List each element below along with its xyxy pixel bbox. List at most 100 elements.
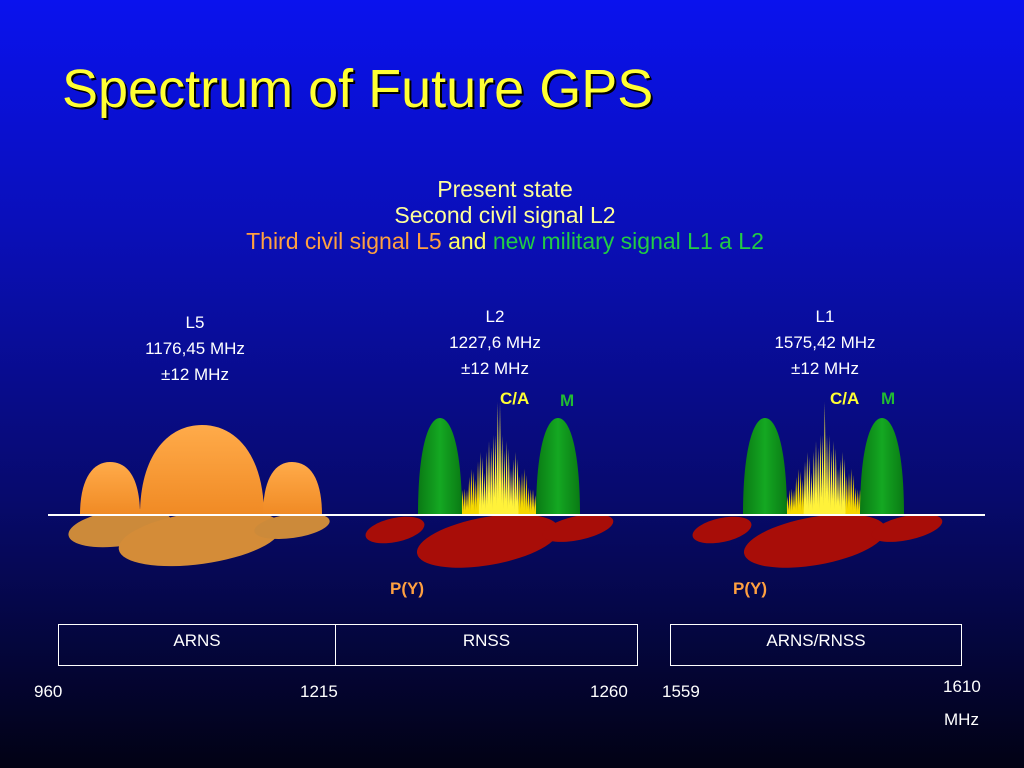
l1-m-label: M	[881, 389, 896, 408]
band-l5-label: L5 1176,45 MHz ±12 MHz	[110, 310, 280, 388]
l1-ca-spike-32	[852, 474, 855, 515]
band-l2-freq: 1227,6 MHz	[449, 333, 541, 352]
l2-ca-spike-10	[476, 461, 480, 515]
l1-py-right	[871, 514, 943, 542]
band-l1-name: L1	[815, 307, 835, 326]
l2-ca-spike-13	[483, 472, 486, 515]
l1-ca-spike-9	[801, 479, 805, 515]
l5-lobe-center	[140, 425, 264, 515]
l1-ca-spike-11	[805, 451, 809, 515]
l5-lobe-left	[80, 462, 140, 515]
l2-ca-spike-29	[518, 475, 522, 515]
l1-py-center	[743, 514, 887, 568]
l1-ca-spike-20	[825, 435, 829, 515]
l1-ca-spike-21	[827, 435, 831, 515]
band-l5-width: ±12 MHz	[161, 365, 229, 384]
l2-ca-spike-28	[516, 458, 519, 515]
l1-ca-spike-19	[823, 402, 827, 515]
page-title: Spectrum of Future GPS	[62, 59, 654, 119]
l2-ca-spike-8	[472, 471, 475, 515]
l2-ca-spike-36	[533, 495, 537, 515]
l2-ca-spike-25	[509, 468, 513, 515]
l2-ca-spike-12	[481, 456, 484, 515]
l2-m-lobes	[418, 418, 580, 515]
l1-ca-spike-8	[799, 471, 802, 515]
band-l5-freq: 1176,45 MHz	[145, 339, 245, 358]
l1-ca-spike-29	[845, 475, 849, 515]
l2-py-lobes	[365, 514, 614, 568]
freq-1215: 1215	[300, 682, 338, 701]
l2-ca-spike-23	[505, 440, 508, 515]
l1-ca-spike-30	[847, 472, 851, 515]
l2-ca-spike-5	[465, 489, 469, 515]
subtitle-second-civil: Second civil signal L2	[394, 202, 616, 228]
subtitle-l5-text: Third civil signal L5	[246, 228, 442, 254]
freq-1260: 1260	[590, 682, 628, 701]
l1-ca-spike-18	[821, 435, 824, 515]
l1-ca-spike-31	[849, 468, 853, 515]
band-l1-width: ±12 MHz	[791, 359, 859, 378]
l1-ca-spike-4	[790, 488, 794, 515]
l1-ca-spike-16	[816, 447, 820, 515]
l2-ca-spike-19	[496, 402, 500, 515]
subtitle-military-text: new military signal L1 a L2	[492, 228, 764, 254]
l2-ca-spike-21	[500, 435, 504, 515]
freq-1559: 1559	[662, 682, 700, 701]
l1-ca-spike-22	[830, 450, 833, 515]
band-l2-name: L2	[485, 307, 505, 326]
l2-ca-spike-14	[485, 451, 489, 515]
l2-m-label: M	[560, 391, 575, 410]
l2-m-left	[418, 418, 462, 515]
l2-py-center	[416, 514, 560, 568]
l2-ca-spike-11	[478, 451, 482, 515]
l5-lower-center	[118, 509, 282, 567]
allocation-arns-rnss: ARNS/RNSS	[670, 624, 962, 666]
l1-ca-spike-33	[854, 487, 857, 515]
l2-ca-label: C/A	[500, 389, 530, 408]
l5-lower-right	[254, 512, 330, 540]
l2-ca-spike-31	[522, 468, 526, 515]
l1-ca-spike-24	[834, 448, 838, 515]
l2-py-left	[365, 516, 425, 544]
l1-ca-spike-26	[838, 459, 842, 515]
band-l2-width: ±12 MHz	[461, 359, 529, 378]
l2-ca-spike-32	[525, 474, 528, 515]
l1-m-lobes	[743, 418, 904, 515]
l2-ca-spike-20	[498, 402, 502, 515]
l1-ca-spike-13	[810, 472, 813, 515]
l2-ca-spike-17	[492, 435, 495, 515]
freq-unit: MHz	[944, 710, 979, 729]
subtitle-present-state: Present state	[437, 176, 573, 202]
l2-ca-spike-30	[520, 472, 524, 515]
subtitle-and-text: and	[448, 228, 487, 254]
l2-ca-spike-4	[463, 488, 467, 515]
l1-ca-spike-25	[836, 468, 840, 515]
l1-py-label: P(Y)	[733, 579, 767, 598]
l1-m-right	[860, 418, 904, 515]
l2-ca-spike-24	[507, 448, 511, 515]
l1-ca-spike-27	[841, 451, 844, 515]
l2-ca-spike-6	[467, 476, 471, 515]
l2-ca-spike-18	[494, 435, 497, 515]
l2-ca-spike-35	[531, 489, 535, 515]
l2-ca-spike-22	[503, 450, 506, 515]
l2-ca-spike-27	[514, 451, 517, 515]
band-l1-label: L1 1575,42 MHz ±12 MHz	[740, 304, 910, 382]
l2-ca-spike-33	[527, 487, 530, 515]
subtitle-block: Present state Second civil signal L2 Thi…	[0, 176, 1010, 254]
l1-ca-spike-15	[814, 440, 818, 515]
l1-ca-spike-5	[792, 489, 796, 515]
l2-m-right	[536, 418, 580, 515]
l1-ca-spike-3	[788, 490, 791, 515]
l2-ca-spike-7	[470, 468, 473, 515]
subtitle-third-civil: Third civil signal L5 and new military s…	[0, 228, 1010, 254]
allocation-rnss: RNSS	[335, 624, 638, 666]
l1-ca-spike-28	[843, 458, 846, 515]
l2-ca-spike-9	[474, 479, 478, 515]
l2-ca-spike-26	[511, 459, 515, 515]
l2-py-right	[542, 514, 614, 542]
l2-ca-spike-15	[487, 440, 491, 515]
l5-lobe-right	[263, 462, 322, 515]
l2-ca-spike-34	[529, 489, 533, 515]
